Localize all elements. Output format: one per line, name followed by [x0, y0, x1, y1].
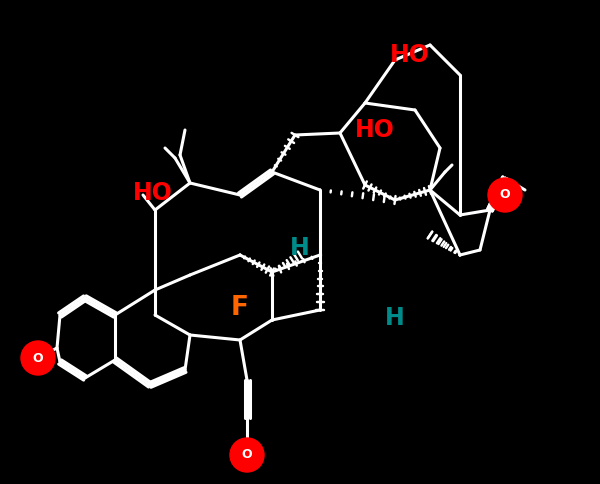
Text: H: H: [385, 306, 405, 330]
Circle shape: [21, 341, 55, 375]
Text: HO: HO: [390, 43, 430, 67]
Text: HO: HO: [355, 118, 395, 142]
Text: O: O: [242, 449, 253, 462]
Circle shape: [488, 178, 522, 212]
Text: O: O: [32, 351, 43, 364]
Circle shape: [230, 438, 264, 472]
Text: O: O: [500, 188, 511, 201]
Text: HO: HO: [133, 181, 173, 205]
Text: F: F: [231, 295, 249, 321]
Text: H: H: [290, 236, 310, 260]
